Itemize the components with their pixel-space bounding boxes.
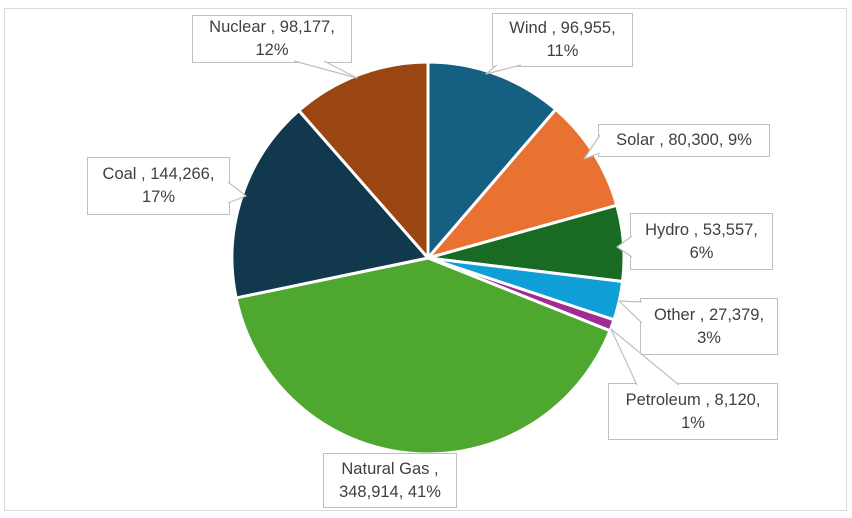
data-label-other-line2: 3% (697, 328, 721, 347)
data-label-petroleum-line2: 1% (681, 413, 705, 432)
pie-slice-nuclear[interactable] (297, 60, 430, 260)
data-label-solar[interactable]: Solar , 80,300, 9% (598, 124, 770, 157)
data-label-hydro-line2: 6% (689, 243, 714, 262)
data-label-coal-line2: 17% (141, 188, 176, 206)
data-label-natural-gas-line1: Natural Gas , (341, 459, 439, 478)
data-label-solar-line1: Solar , 80,300, 9% (616, 131, 752, 149)
data-label-other[interactable]: Other , 27,379, 3% (640, 298, 778, 355)
data-label-nuclear-line2: 12% (255, 41, 289, 59)
data-label-petroleum-line1: Petroleum , 8,120, (625, 390, 761, 409)
data-label-nuclear[interactable]: Nuclear , 98,177, 12% (192, 15, 352, 63)
data-label-wind[interactable]: Wind , 96,955, 11% (492, 13, 633, 67)
data-label-hydro-line1: Hydro , 53,557, (645, 220, 758, 239)
data-label-natural-gas-line2: 348,914, 41% (339, 482, 441, 501)
data-label-wind-line2: 11% (546, 42, 579, 60)
data-label-nuclear-line1: Nuclear , 98,177, (209, 18, 335, 36)
data-label-hydro[interactable]: Hydro , 53,557, 6% (630, 213, 773, 270)
data-label-natural-gas[interactable]: Natural Gas , 348,914, 41% (323, 453, 457, 508)
data-label-other-line1: Other , 27,379, (653, 305, 765, 324)
data-label-coal-line1: Coal , 144,266, (102, 165, 215, 183)
data-label-wind-line1: Wind , 96,955, (509, 19, 616, 37)
data-label-coal[interactable]: Coal , 144,266, 17% (87, 157, 230, 215)
data-label-petroleum[interactable]: Petroleum , 8,120, 1% (608, 383, 778, 440)
